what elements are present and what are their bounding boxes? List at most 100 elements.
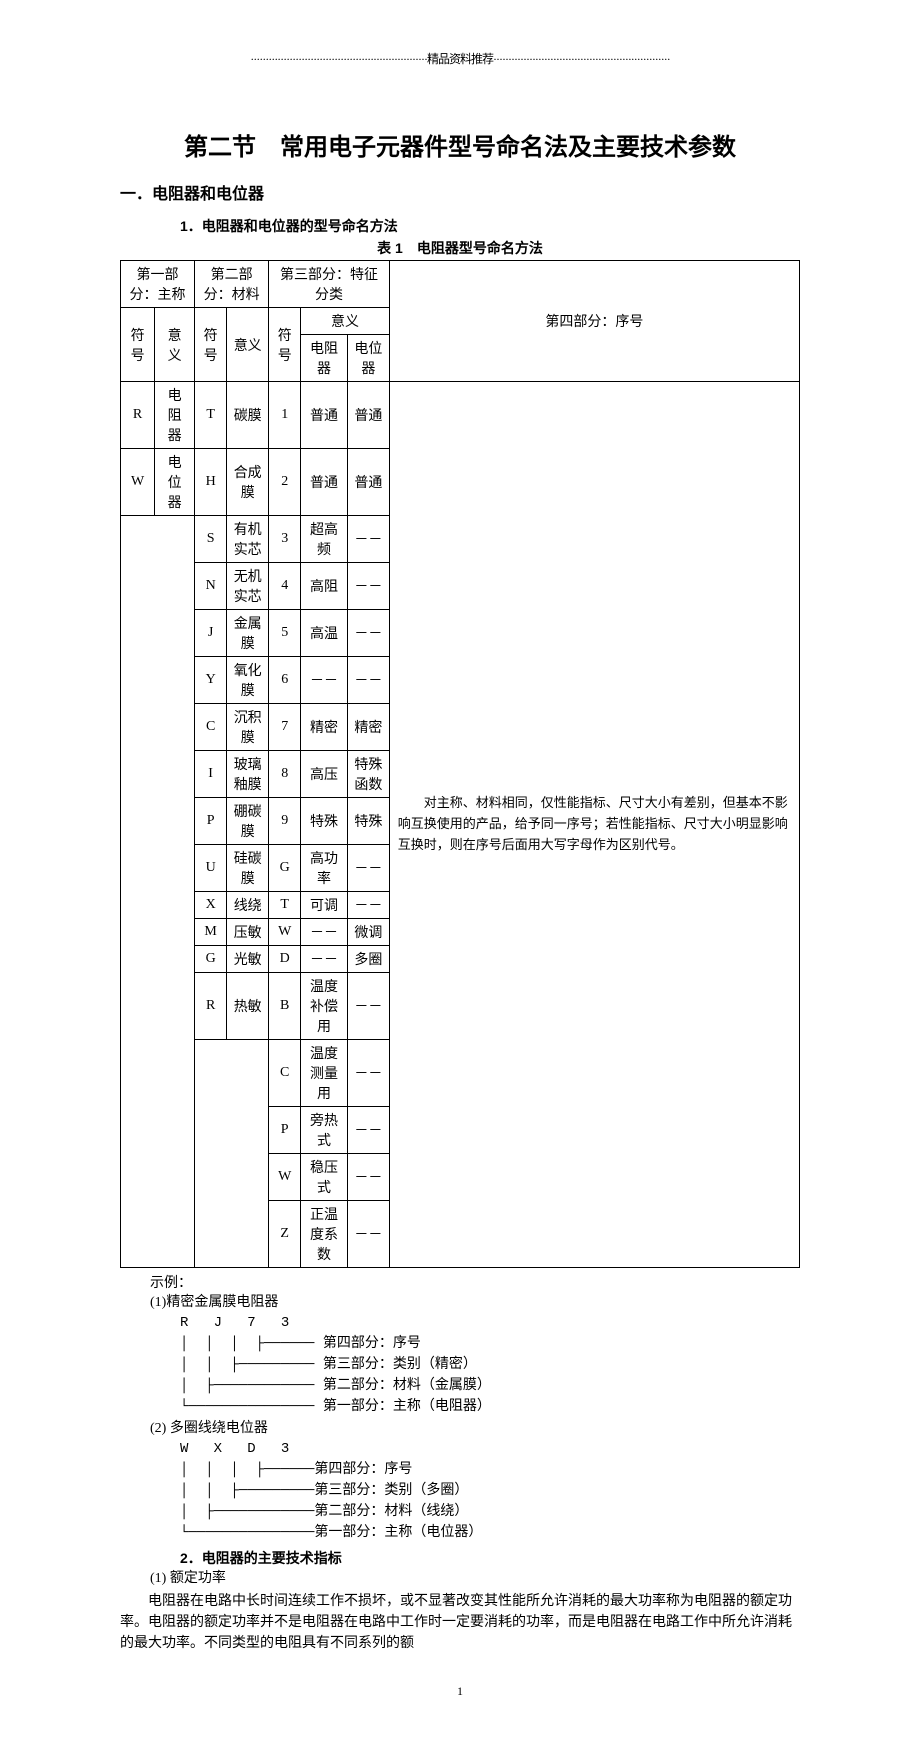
naming-table: 第一部分：主称 第二部分：材料 第三部分：特征分类 第四部分：序号 符号 意义 …: [120, 260, 800, 1268]
cell: 无机实芯: [227, 563, 269, 610]
cell: 特殊函数: [347, 751, 389, 798]
cell: R: [121, 382, 155, 449]
p1-mean-h: 意义: [155, 308, 195, 382]
numbered-heading-1: 1．电阻器和电位器的型号命名方法: [180, 216, 800, 236]
col-part2: 第二部分：材料: [195, 261, 269, 308]
cell: －－: [347, 1201, 389, 1268]
cell: 普通: [301, 449, 348, 516]
page-number: 1: [120, 1684, 800, 1699]
cell: 有机实芯: [227, 516, 269, 563]
cell: G: [269, 845, 301, 892]
cell: M: [195, 919, 227, 946]
cell: －－: [301, 657, 348, 704]
cell: 6: [269, 657, 301, 704]
cell: －－: [347, 610, 389, 657]
table-header-row-1: 第一部分：主称 第二部分：材料 第三部分：特征分类 第四部分：序号: [121, 261, 800, 308]
cell: 玻璃釉膜: [227, 751, 269, 798]
cell: 电位器: [155, 449, 195, 516]
example-2-title: (2) 多圈线绕电位器: [150, 1418, 800, 1439]
p3-res-h: 电阻器: [301, 335, 348, 382]
p2-empty: [195, 1040, 269, 1268]
cell: 特殊: [301, 798, 348, 845]
cell: －－: [347, 892, 389, 919]
cell: －－: [301, 946, 348, 973]
cell: 3: [269, 516, 301, 563]
cell: －－: [347, 657, 389, 704]
cell: 普通: [301, 382, 348, 449]
cell: 普通: [347, 449, 389, 516]
cell: 微调: [347, 919, 389, 946]
cell: W: [269, 919, 301, 946]
numbered-heading-2: 2．电阻器的主要技术指标: [180, 1548, 800, 1568]
cell: 沉积膜: [227, 704, 269, 751]
cell: C: [195, 704, 227, 751]
cell: 高阻: [301, 563, 348, 610]
cell: 9: [269, 798, 301, 845]
cell: 5: [269, 610, 301, 657]
cell: J: [195, 610, 227, 657]
part4-desc: 对主称、材料相同，仅性能指标、尺寸大小有差别，但基本不影响互换使用的产品，给予同…: [389, 382, 799, 1268]
cell: U: [195, 845, 227, 892]
cell: 2: [269, 449, 301, 516]
p3-pot-h: 电位器: [347, 335, 389, 382]
spec-1: (1) 额定功率: [150, 1568, 800, 1589]
cell: 特殊: [347, 798, 389, 845]
cell: 合成膜: [227, 449, 269, 516]
col-part3: 第三部分：特征分类: [269, 261, 390, 308]
cell: 7: [269, 704, 301, 751]
cell: 4: [269, 563, 301, 610]
cell: －－: [347, 563, 389, 610]
col-part4: 第四部分：序号: [389, 261, 799, 382]
cell: W: [269, 1154, 301, 1201]
cell: －－: [347, 1154, 389, 1201]
p2-sym-h: 符号: [195, 308, 227, 382]
cell: 精密: [347, 704, 389, 751]
example-1-title: (1)精密金属膜电阻器: [150, 1292, 800, 1313]
p1-empty: [121, 516, 195, 1268]
cell: －－: [347, 1040, 389, 1107]
section-title: 第二节 常用电子元器件型号命名法及主要技术参数: [120, 127, 800, 162]
example-1-diagram: R J 7 3 │ │ │ ├────── 第四部分：序号 │ │ ├─────…: [180, 1313, 800, 1418]
p2-mean-h: 意义: [227, 308, 269, 382]
header-decoration: ········································…: [120, 50, 800, 67]
cell: 硅碳膜: [227, 845, 269, 892]
cell: 热敏: [227, 973, 269, 1040]
cell: C: [269, 1040, 301, 1107]
cell: W: [121, 449, 155, 516]
cell: R: [195, 973, 227, 1040]
cell: 金属膜: [227, 610, 269, 657]
cell: Y: [195, 657, 227, 704]
cell: D: [269, 946, 301, 973]
cell: 8: [269, 751, 301, 798]
cell: 压敏: [227, 919, 269, 946]
cell: 高压: [301, 751, 348, 798]
cell: 高温: [301, 610, 348, 657]
cell: I: [195, 751, 227, 798]
cell: 高功率: [301, 845, 348, 892]
p3-sym-h: 符号: [269, 308, 301, 382]
cell: －－: [347, 516, 389, 563]
p1-sym-h: 符号: [121, 308, 155, 382]
cell: 可调: [301, 892, 348, 919]
subsection-heading: 一．电阻器和电位器: [120, 180, 800, 204]
table-caption: 表 1 电阻器型号命名方法: [120, 238, 800, 258]
cell: －－: [347, 845, 389, 892]
cell: S: [195, 516, 227, 563]
cell: T: [195, 382, 227, 449]
col-part1: 第一部分：主称: [121, 261, 195, 308]
cell: 碳膜: [227, 382, 269, 449]
body-paragraph: 电阻器在电路中长时间连续工作不损坏，或不显著改变其性能所允许消耗的最大功率称为电…: [120, 1591, 800, 1654]
example-2-diagram: W X D 3 │ │ │ ├──────第四部分：序号 │ │ ├──────…: [180, 1439, 800, 1544]
cell: 旁热式: [301, 1107, 348, 1154]
cell: 超高频: [301, 516, 348, 563]
cell: －－: [347, 973, 389, 1040]
cell: Z: [269, 1201, 301, 1268]
body-p1: 电阻器在电路中长时间连续工作不损坏，或不显著改变其性能所允许消耗的最大功率称为电…: [120, 1591, 800, 1654]
example-label: 示例：: [150, 1272, 800, 1292]
p3-mean-h: 意义: [301, 308, 390, 335]
cell: P: [269, 1107, 301, 1154]
cell: 稳压式: [301, 1154, 348, 1201]
cell: 1: [269, 382, 301, 449]
cell: 精密: [301, 704, 348, 751]
cell: －－: [347, 1107, 389, 1154]
